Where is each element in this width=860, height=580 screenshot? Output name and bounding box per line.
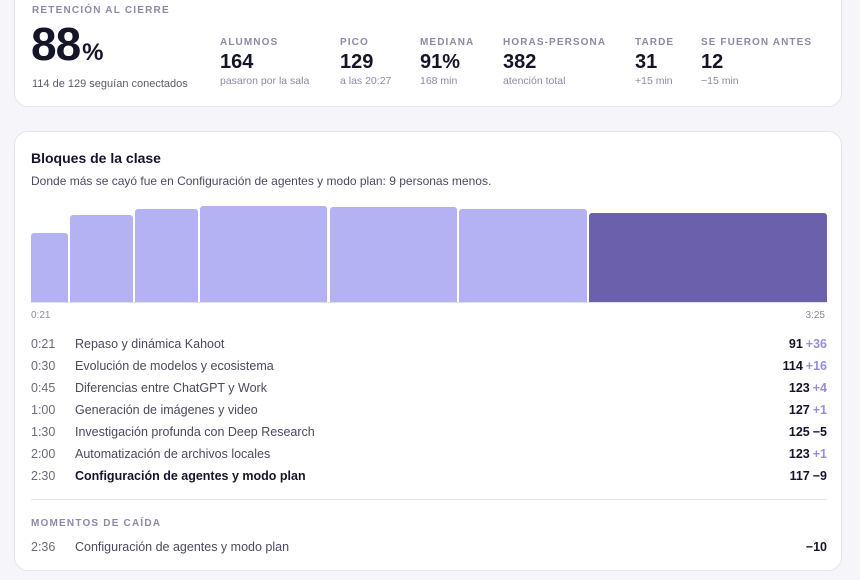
- block-time: 1:30: [31, 425, 56, 439]
- block-time: 2:30: [31, 469, 56, 483]
- block-name: Automatización de archivos locales: [75, 447, 271, 461]
- drop-name: Configuración de agentes y modo plan: [75, 540, 290, 554]
- block-value: 123: [788, 447, 810, 461]
- stat-value: 91%: [420, 51, 461, 73]
- stat-pico: PICO 129 a las 20:27: [340, 37, 391, 87]
- block-bar[interactable]: [69, 215, 133, 302]
- blocks-title: Bloques de la clase: [31, 150, 161, 166]
- block-delta: +16: [805, 359, 827, 373]
- stat-value: 164: [220, 51, 254, 73]
- section-divider: [31, 499, 827, 500]
- block-value: 123: [788, 381, 810, 395]
- blocks-bar-chart: [31, 204, 827, 302]
- block-value: 117: [789, 469, 810, 483]
- stat-sub: +15 min: [635, 75, 673, 87]
- stat-label: MEDIANA: [420, 37, 475, 48]
- block-name: Generación de imágenes y video: [75, 403, 258, 417]
- block-bar[interactable]: [459, 208, 588, 302]
- block-row[interactable]: 0:21 Repaso y dinámica Kahoot 91 +36: [31, 333, 827, 355]
- block-delta: +4: [812, 381, 827, 395]
- block-delta: +36: [805, 337, 827, 351]
- block-delta: +1: [812, 447, 827, 461]
- retention-card: RETENCIÓN AL CIERRE 88 % 114 de 129 segu…: [14, 0, 842, 107]
- stat-se-fueron-antes: SE FUERON ANTES 12 −15 min: [701, 37, 812, 87]
- block-delta: +1: [812, 403, 827, 417]
- block-row-highlighted[interactable]: 2:30 Configuración de agentes y modo pla…: [31, 465, 827, 487]
- drop-value: −10: [805, 540, 827, 554]
- block-row[interactable]: 0:45 Diferencias entre ChatGPT y Work 12…: [31, 377, 827, 399]
- block-delta: −9: [812, 469, 827, 483]
- stat-sub: atención total: [503, 75, 566, 87]
- block-time: 0:30: [31, 359, 56, 373]
- block-bar[interactable]: [589, 213, 827, 302]
- block-time: 1:00: [31, 403, 56, 417]
- stat-mediana: MEDIANA 91% 168 min: [420, 37, 474, 87]
- block-delta: −5: [812, 425, 827, 439]
- block-row[interactable]: 0:30 Evolución de modelos y ecosistema 1…: [31, 355, 827, 377]
- stat-value: 382: [503, 51, 537, 73]
- block-value: 125: [788, 425, 810, 439]
- stat-value: 129: [340, 51, 374, 73]
- blocks-list: 0:21 Repaso y dinámica Kahoot 91 +36 0:3…: [31, 333, 827, 487]
- stat-sub: 168 min: [420, 75, 458, 87]
- block-bar[interactable]: [329, 207, 458, 302]
- stat-sub: −15 min: [701, 75, 739, 87]
- drop-row[interactable]: 2:36 Configuración de agentes y modo pla…: [31, 536, 827, 558]
- block-row[interactable]: 2:00 Automatización de archivos locales …: [31, 443, 827, 465]
- block-bar[interactable]: [199, 205, 328, 302]
- axis-end-label: 3:25: [805, 310, 825, 321]
- block-bar[interactable]: [31, 232, 68, 302]
- block-name: Evolución de modelos y ecosistema: [75, 359, 274, 373]
- stat-label: ALUMNOS: [220, 37, 279, 48]
- stat-label: TARDE: [635, 37, 675, 48]
- stat-tarde: TARDE 31 +15 min: [635, 37, 674, 87]
- stat-alumnos: ALUMNOS 164 pasaron por la sala: [220, 37, 309, 87]
- drops-label: MOMENTOS DE CAÍDA: [31, 518, 162, 529]
- stat-sub: pasaron por la sala: [220, 75, 310, 87]
- retention-label: RETENCIÓN AL CIERRE: [32, 5, 170, 16]
- blocks-subtitle: Donde más se cayó fue en Configuración d…: [31, 174, 492, 188]
- chart-baseline: [31, 302, 827, 303]
- drop-time: 2:36: [31, 540, 56, 554]
- block-row[interactable]: 1:30 Investigación profunda con Deep Res…: [31, 421, 827, 443]
- block-time: 0:21: [31, 337, 56, 351]
- axis-start-label: 0:21: [31, 310, 51, 321]
- retention-value: 88 %: [31, 21, 104, 67]
- stat-label: PICO: [340, 37, 369, 48]
- block-time: 2:00: [31, 447, 56, 461]
- block-name: Diferencias entre ChatGPT y Work: [75, 381, 267, 395]
- retention-unit: %: [82, 39, 104, 66]
- block-row[interactable]: 1:00 Generación de imágenes y video 127 …: [31, 399, 827, 421]
- stat-sub: a las 20:27: [340, 75, 392, 87]
- class-blocks-card: Bloques de la clase Donde más se cayó fu…: [14, 131, 842, 571]
- stat-label: HORAS-PERSONA: [503, 37, 607, 48]
- stat-label: SE FUERON ANTES: [701, 37, 813, 48]
- stat-horas-persona: HORAS-PERSONA 382 atención total: [503, 37, 606, 87]
- retention-number: 88: [31, 18, 81, 70]
- block-value: 114: [782, 359, 803, 373]
- stat-value: 31: [635, 51, 658, 73]
- stat-value: 12: [701, 51, 724, 73]
- block-value: 91: [788, 337, 803, 351]
- block-name: Repaso y dinámica Kahoot: [75, 337, 225, 351]
- retention-subtitle: 114 de 129 seguían conectados: [32, 78, 188, 90]
- block-name: Investigación profunda con Deep Research: [75, 425, 315, 439]
- block-time: 0:45: [31, 381, 56, 395]
- block-bar[interactable]: [134, 208, 198, 302]
- block-name: Configuración de agentes y modo plan: [75, 469, 306, 483]
- block-value: 127: [788, 403, 810, 417]
